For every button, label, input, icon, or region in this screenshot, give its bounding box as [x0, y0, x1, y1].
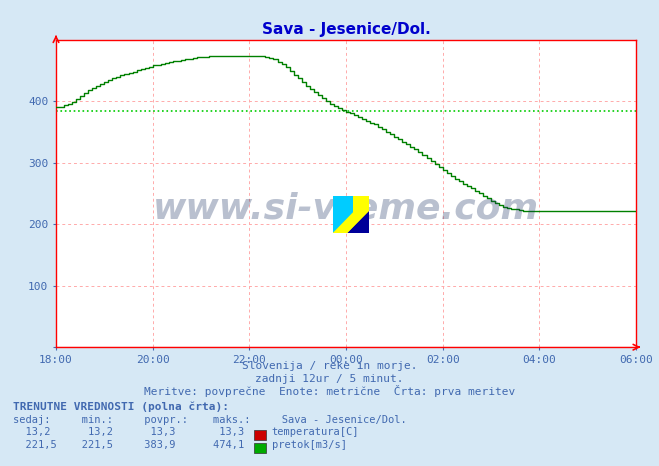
Text: pretok[m3/s]: pretok[m3/s]	[272, 440, 347, 450]
Polygon shape	[333, 196, 353, 233]
Text: 221,5    221,5     383,9      474,1: 221,5 221,5 383,9 474,1	[13, 440, 244, 450]
Text: Slovenija / reke in morje.: Slovenija / reke in morje.	[242, 361, 417, 371]
Text: 13,2      13,2      13,3       13,3: 13,2 13,2 13,3 13,3	[13, 427, 244, 437]
Text: temperatura[C]: temperatura[C]	[272, 427, 359, 437]
Title: Sava - Jesenice/Dol.: Sava - Jesenice/Dol.	[262, 22, 430, 37]
Text: www.si-vreme.com: www.si-vreme.com	[153, 192, 539, 226]
Text: zadnji 12ur / 5 minut.: zadnji 12ur / 5 minut.	[255, 374, 404, 384]
Text: Meritve: povprečne  Enote: metrične  Črta: prva meritev: Meritve: povprečne Enote: metrične Črta:…	[144, 385, 515, 397]
Text: TRENUTNE VREDNOSTI (polna črta):: TRENUTNE VREDNOSTI (polna črta):	[13, 402, 229, 412]
Polygon shape	[347, 211, 369, 233]
Text: sedaj:     min.:     povpr.:    maks.:     Sava - Jesenice/Dol.: sedaj: min.: povpr.: maks.: Sava - Jesen…	[13, 415, 407, 425]
Polygon shape	[333, 196, 369, 233]
